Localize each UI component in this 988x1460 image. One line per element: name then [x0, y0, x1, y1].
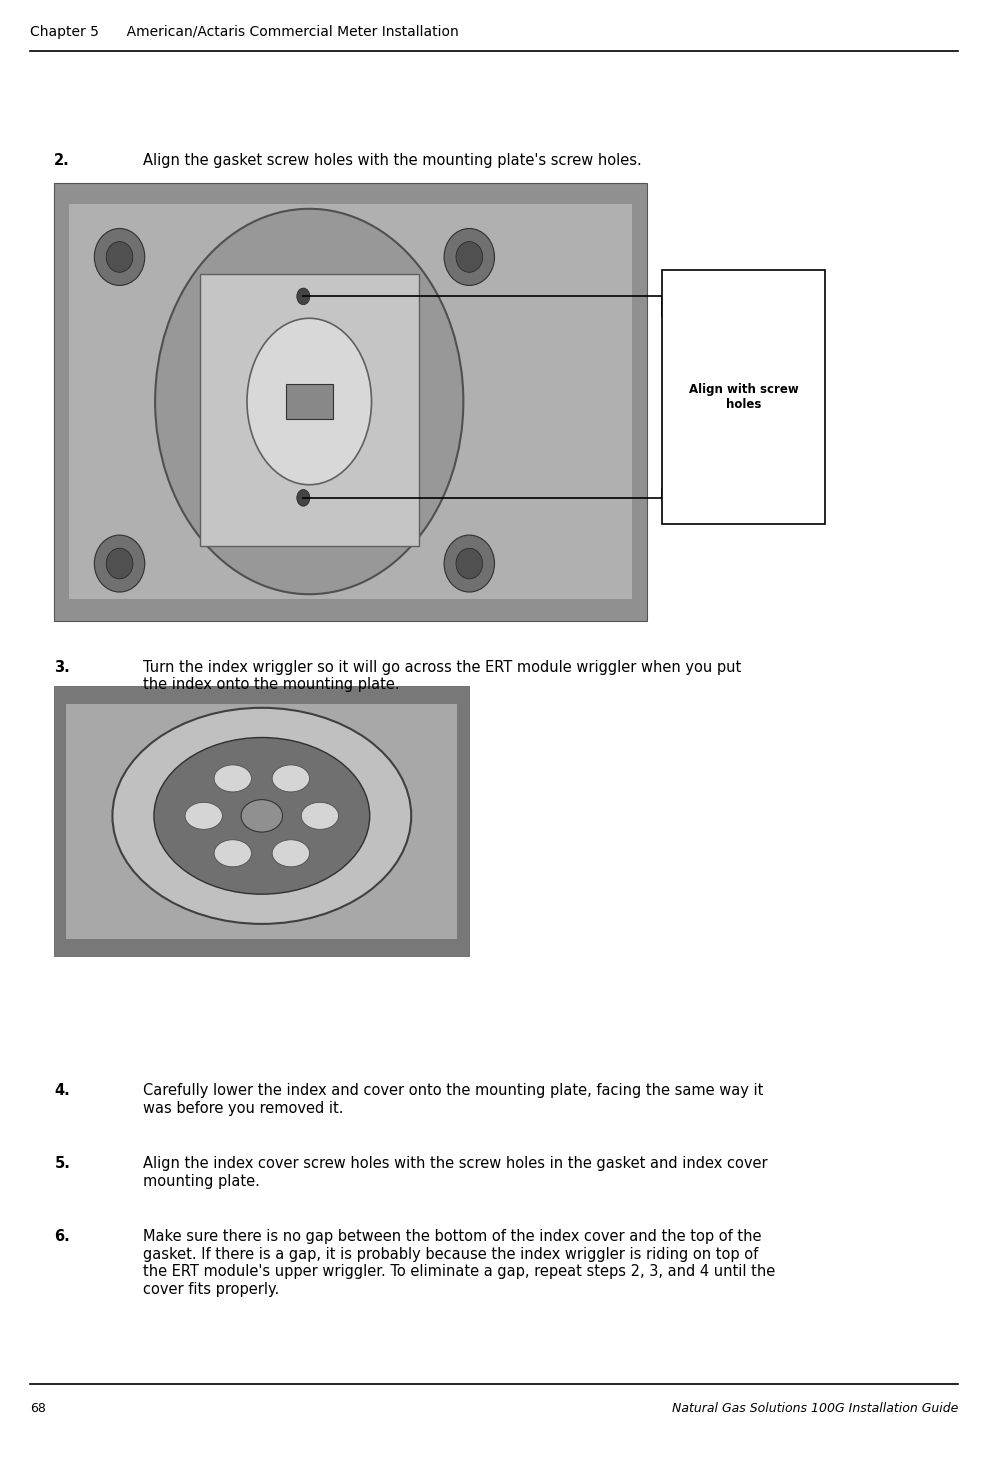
Ellipse shape — [272, 765, 309, 791]
Text: Align with screw
holes: Align with screw holes — [689, 383, 798, 412]
Bar — [69, 204, 632, 599]
Ellipse shape — [444, 228, 494, 286]
Text: 6.: 6. — [54, 1229, 70, 1244]
Ellipse shape — [214, 765, 251, 791]
Text: 68: 68 — [30, 1402, 45, 1415]
Bar — [662, 270, 825, 524]
Bar — [66, 704, 457, 939]
Text: Align the gasket screw holes with the mounting plate's screw holes.: Align the gasket screw holes with the mo… — [143, 153, 642, 168]
Text: Turn the index wriggler so it will go across the ERT module wriggler when you pu: Turn the index wriggler so it will go ac… — [143, 660, 742, 692]
Ellipse shape — [94, 536, 144, 593]
Ellipse shape — [272, 839, 309, 867]
Ellipse shape — [444, 536, 494, 593]
Ellipse shape — [247, 318, 371, 485]
Text: Make sure there is no gap between the bottom of the index cover and the top of t: Make sure there is no gap between the bo… — [143, 1229, 776, 1296]
Text: Chapter 5  American/Actaris Commercial Meter Installation: Chapter 5 American/Actaris Commercial Me… — [30, 25, 458, 39]
Ellipse shape — [154, 737, 370, 894]
Ellipse shape — [455, 242, 482, 272]
Ellipse shape — [214, 839, 251, 867]
Text: Align the index cover screw holes with the screw holes in the gasket and index c: Align the index cover screw holes with t… — [143, 1156, 768, 1188]
Bar — [54, 686, 469, 956]
Ellipse shape — [301, 803, 339, 829]
Ellipse shape — [106, 549, 132, 580]
Text: 5.: 5. — [54, 1156, 70, 1171]
Text: 2.: 2. — [54, 153, 70, 168]
Ellipse shape — [155, 209, 463, 594]
Ellipse shape — [185, 803, 222, 829]
Ellipse shape — [455, 549, 482, 580]
Ellipse shape — [241, 800, 283, 832]
Bar — [54, 182, 647, 620]
Bar — [200, 274, 419, 546]
Ellipse shape — [296, 288, 310, 305]
Text: Natural Gas Solutions 100G Installation Guide: Natural Gas Solutions 100G Installation … — [672, 1402, 958, 1415]
Text: Carefully lower the index and cover onto the mounting plate, facing the same way: Carefully lower the index and cover onto… — [143, 1083, 764, 1115]
Text: 3.: 3. — [54, 660, 70, 675]
Bar — [286, 384, 333, 419]
Ellipse shape — [106, 242, 132, 272]
Ellipse shape — [296, 489, 310, 507]
Ellipse shape — [94, 228, 144, 286]
Text: 4.: 4. — [54, 1083, 70, 1098]
Ellipse shape — [113, 708, 411, 924]
